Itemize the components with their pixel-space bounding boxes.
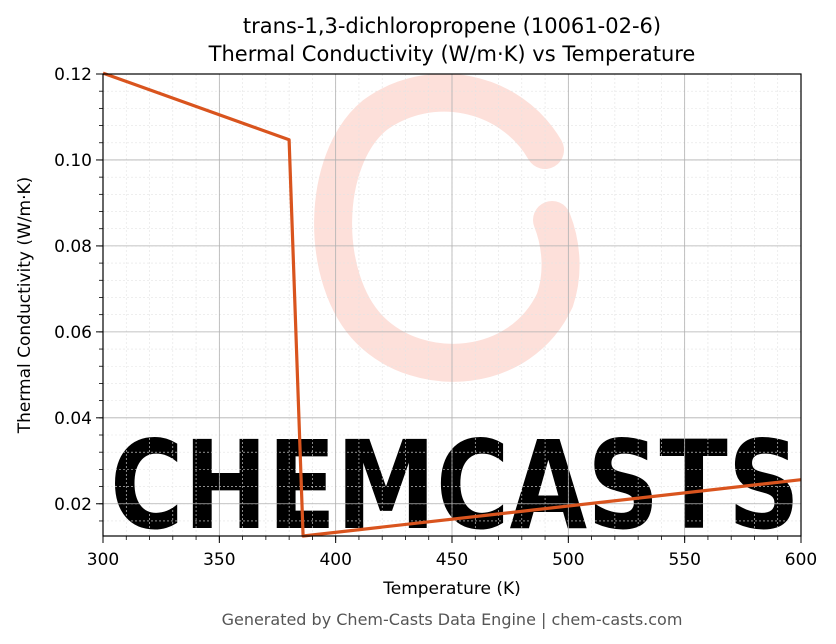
y-axis-label: Thermal Conductivity (W/m·K) [15,177,35,435]
y-tick-label: 0.02 [54,495,92,515]
series-layer [102,71,802,538]
chart-subtitle: Thermal Conductivity (W/m·K) vs Temperat… [208,42,696,66]
chemcasts-watermark: CHEMCASTS [110,73,800,557]
y-tick-label: 0.08 [54,237,92,257]
watermark-logo [314,73,580,382]
x-tick-label: 550 [668,550,700,570]
y-tick-label: 0.10 [54,151,92,171]
x-tick-label: 500 [552,550,584,570]
y-tick-label: 0.06 [54,323,92,343]
series-line [102,71,802,538]
footer-credit: Generated by Chem-Casts Data Engine | ch… [222,610,683,629]
x-tick-label: 300 [87,550,119,570]
x-axis-ticks: 300 350 400 450 500 550 600 [87,536,817,570]
y-tick-label: 0.12 [54,65,92,85]
y-axis-ticks: 0.02 0.04 0.06 0.08 0.10 0.12 [54,65,103,522]
y-tick-label: 0.04 [54,409,92,429]
x-tick-label: 350 [203,550,235,570]
x-tick-label: 450 [436,550,468,570]
x-tick-label: 600 [785,550,817,570]
chart-title: trans-1,3-dichloropropene (10061-02-6) [243,14,661,38]
x-axis-label: Temperature (K) [382,579,521,599]
x-tick-label: 400 [319,550,351,570]
